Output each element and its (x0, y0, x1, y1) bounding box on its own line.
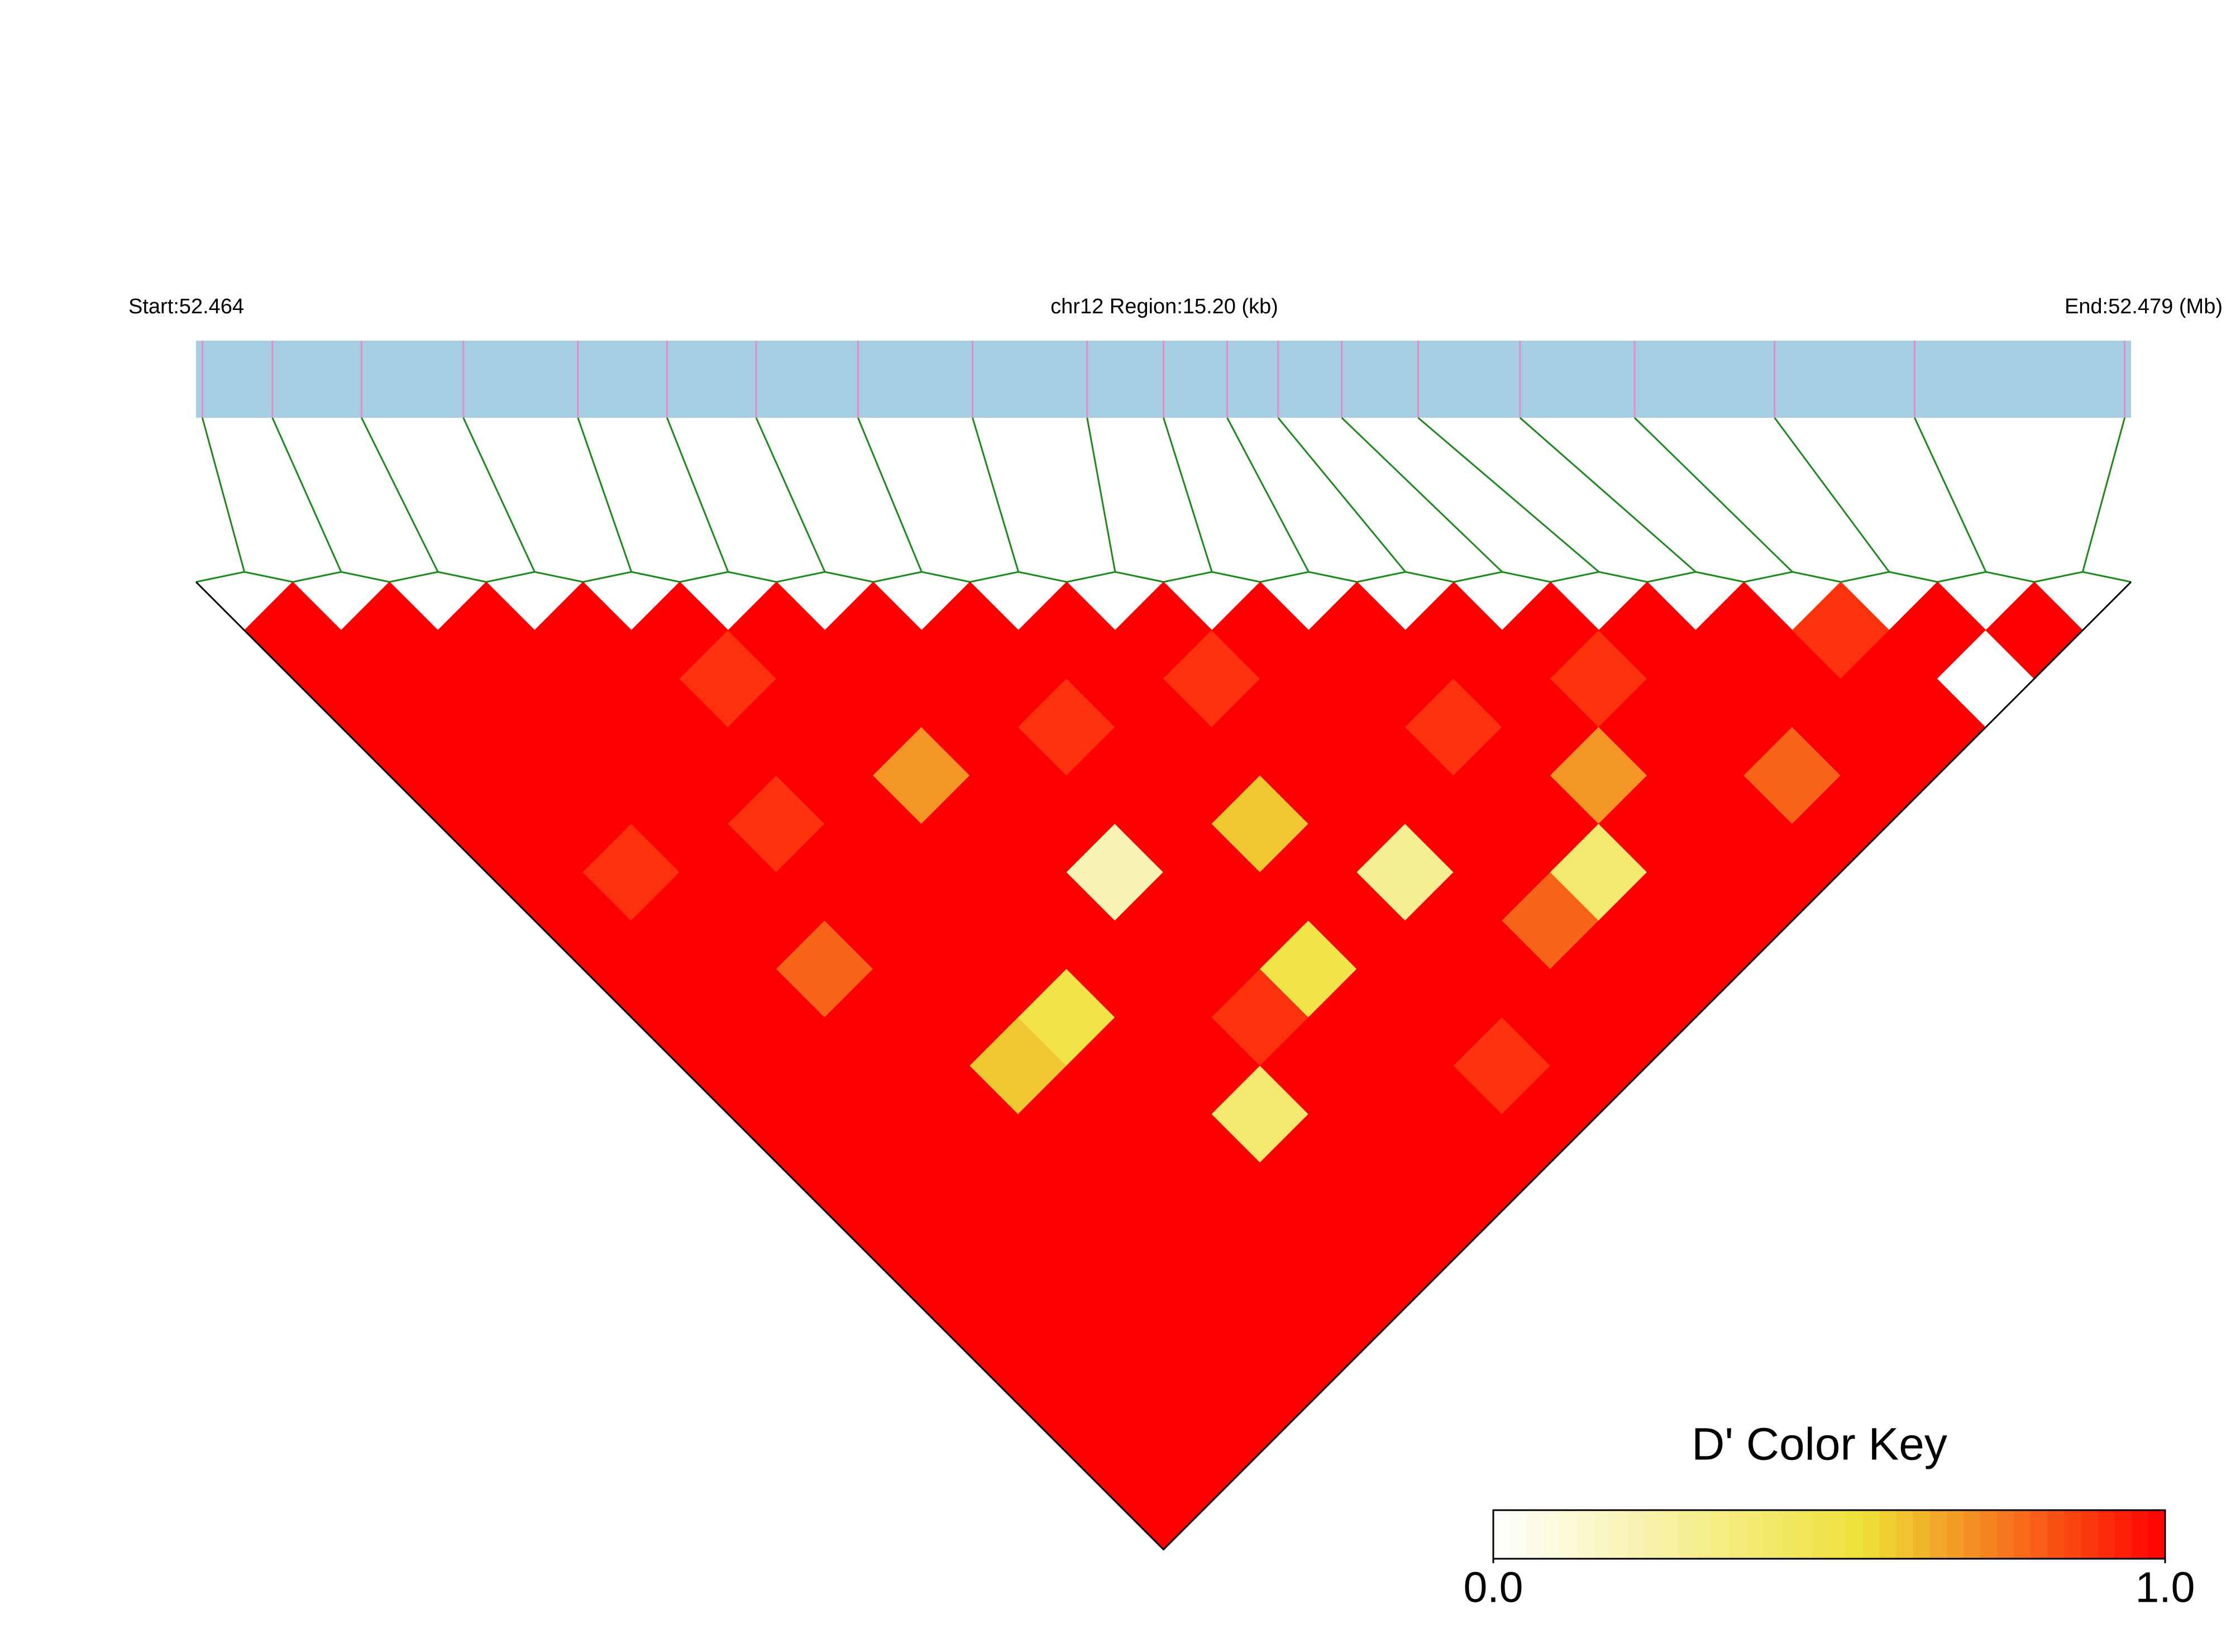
snp-connector (361, 417, 439, 572)
snp-connector (857, 417, 923, 572)
end-label: End:52.479 (Mb) (2065, 295, 2223, 318)
snp-tip (969, 571, 1067, 583)
key-swatch (2098, 1510, 2115, 1559)
key-swatch (1879, 1510, 1897, 1559)
key-swatch (2064, 1510, 2082, 1559)
key-swatch (2114, 1510, 2132, 1559)
key-swatch (2047, 1510, 2065, 1559)
key-swatch (1560, 1510, 1578, 1559)
snp-tip (679, 571, 777, 583)
key-swatch (2031, 1510, 2048, 1559)
key-swatch (1762, 1510, 1780, 1559)
key-swatch (1779, 1510, 1797, 1559)
snp-connector (2081, 417, 2126, 572)
snp-tip (1550, 571, 1648, 583)
key-swatch (2014, 1510, 2032, 1559)
snp-tip (389, 571, 487, 583)
key-swatch (1510, 1510, 1528, 1559)
key-swatch (1997, 1510, 2015, 1559)
key-swatch (1493, 1510, 1511, 1559)
key-swatch (1611, 1510, 1628, 1559)
key-swatch (2148, 1510, 2166, 1559)
key-swatch (1913, 1510, 1931, 1559)
snp-tip (2034, 571, 2132, 583)
key-swatch (1812, 1510, 1830, 1559)
snp-tip (1743, 571, 1841, 583)
snp-connector (201, 417, 246, 572)
key-swatch (1577, 1510, 1595, 1559)
snp-tip (1066, 571, 1164, 583)
key-swatch (1745, 1510, 1763, 1559)
triangle-outline (195, 581, 2132, 1551)
snp-tip (1840, 571, 1938, 583)
snp-connector (271, 417, 342, 572)
snp-connector (577, 417, 633, 572)
snp-tip (1937, 571, 2035, 583)
key-tick-label: 0.0 (1463, 1563, 1523, 1611)
snp-tip (776, 571, 874, 583)
key-swatch (1694, 1510, 1712, 1559)
key-swatch (1964, 1510, 1981, 1559)
key-tick-label: 1.0 (2135, 1563, 2195, 1611)
snp-connector (666, 417, 729, 572)
snp-tip (1356, 571, 1454, 583)
snp-tip (1453, 571, 1551, 583)
key-swatch (1661, 1510, 1679, 1559)
key-swatch (1929, 1510, 1948, 1559)
key-swatch (1947, 1510, 1965, 1559)
key-swatch (1594, 1510, 1612, 1559)
snp-connector (462, 417, 536, 572)
key-title: D' Color Key (1692, 1419, 1947, 1470)
key-swatch (1829, 1510, 1847, 1559)
key-swatch (1896, 1510, 1914, 1559)
snp-tip (1647, 571, 1745, 583)
snp-connector (972, 417, 1020, 572)
key-swatch (1627, 1510, 1645, 1559)
snp-connector (1774, 417, 1890, 572)
snp-tip (1163, 571, 1261, 583)
snp-connector (1086, 417, 1116, 572)
key-swatch (1728, 1510, 1746, 1559)
snp-connector (1633, 417, 1793, 573)
snp-connector (1417, 417, 1600, 573)
start-label: Start:52.464 (128, 295, 244, 318)
key-swatch (1846, 1510, 1864, 1559)
snp-connector (1519, 417, 1697, 573)
snp-connector (1163, 417, 1213, 572)
snp-connector (1277, 417, 1406, 572)
key-swatch (1527, 1510, 1545, 1559)
key-swatch (1644, 1510, 1662, 1559)
snp-connector (755, 417, 826, 572)
snp-connector (1226, 417, 1310, 572)
snp-tip (486, 571, 584, 583)
key-swatch (2081, 1510, 2099, 1559)
key-swatch (1795, 1510, 1813, 1559)
chart-title: chr12 Region:15.20 (kb) (1050, 295, 1278, 318)
snp-connector (1914, 417, 1987, 572)
key-swatch (1980, 1510, 1998, 1559)
snp-tip (195, 571, 293, 583)
snp-tip (1260, 571, 1358, 583)
key-swatch (1544, 1510, 1561, 1559)
key-swatch (1678, 1510, 1695, 1559)
key-swatch (1862, 1510, 1880, 1559)
snp-tip (582, 571, 680, 583)
snp-tip (873, 571, 971, 583)
key-swatch (1711, 1510, 1730, 1559)
snp-connector (1341, 417, 1503, 573)
key-frame (1492, 1509, 2166, 1560)
snp-tip (292, 571, 390, 583)
key-swatch (2131, 1510, 2149, 1559)
